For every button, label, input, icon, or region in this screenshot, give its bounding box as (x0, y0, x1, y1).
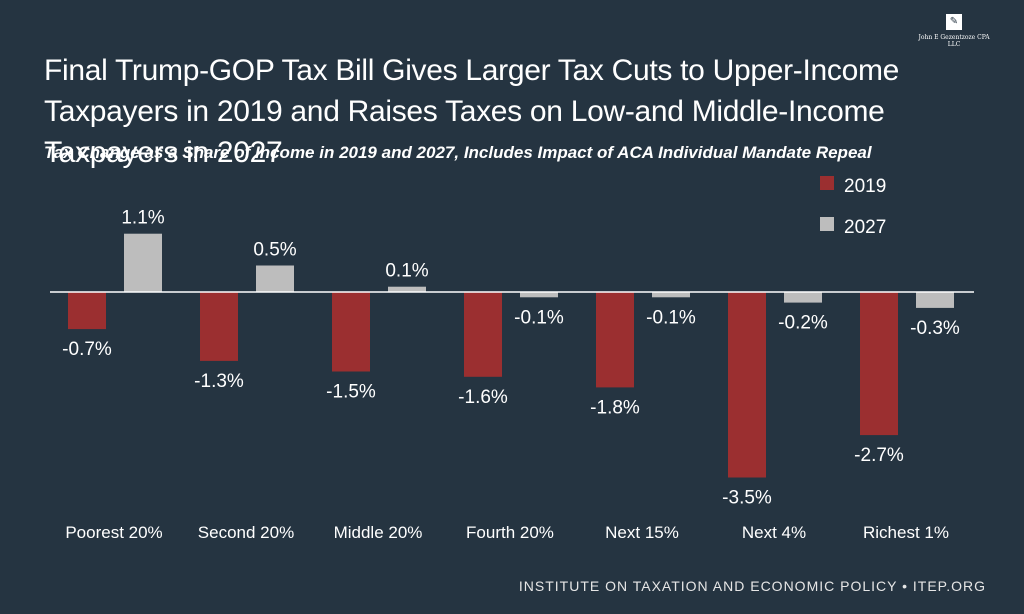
legend-swatch-2027 (820, 217, 834, 231)
source-footer: INSTITUTE ON TAXATION AND ECONOMIC POLIC… (518, 578, 986, 594)
watermark: ✎ John E Gezentzoze CPA LLC (914, 14, 994, 48)
category-label-6: Next 4% (742, 523, 806, 542)
bar-2019-3 (332, 292, 370, 372)
bar-2019-5 (596, 292, 634, 388)
legend-swatch-2019 (820, 176, 834, 190)
bar-2027-1 (124, 233, 162, 292)
data-label-2019-4: -1.6% (458, 387, 508, 408)
data-label-2019-3: -1.5% (326, 382, 376, 403)
bar-2019-6 (728, 292, 766, 478)
bar-2019-1 (68, 292, 106, 330)
data-label-2027-5: -0.1% (646, 307, 696, 328)
category-label-7: Richest 1% (863, 523, 949, 542)
chart-subtitle: Tax Change as a Share of Income in 2019 … (44, 143, 872, 162)
data-label-2027-7: -0.3% (910, 318, 960, 339)
bar-2019-7 (860, 292, 898, 436)
bar-2027-2 (256, 265, 294, 292)
data-label-2019-7: -2.7% (854, 445, 904, 466)
watermark-text: John E Gezentzoze CPA LLC (918, 34, 990, 48)
data-label-2027-6: -0.2% (778, 313, 828, 334)
category-label-2: Second 20% (198, 523, 294, 542)
bar-2019-2 (200, 292, 238, 361)
bar-2027-7 (916, 292, 954, 308)
chart-title: Final Trump-GOP Tax Bill Gives Larger Ta… (44, 54, 900, 169)
bar-2019-4 (464, 292, 502, 377)
data-label-2019-1: -0.7% (62, 339, 112, 360)
data-label-2019-5: -1.8% (590, 397, 640, 418)
category-label-4: Fourth 20% (466, 523, 554, 542)
watermark-logo-icon: ✎ (946, 14, 962, 30)
data-label-2027-2: 0.5% (253, 240, 296, 261)
bar-2027-6 (784, 292, 822, 303)
category-label-3: Middle 20% (334, 523, 423, 542)
legend-label-2019: 2019 (844, 176, 886, 197)
category-label-5: Next 15% (605, 523, 679, 542)
legend-label-2027: 2027 (844, 217, 886, 238)
data-label-2019-6: -3.5% (722, 488, 772, 509)
data-label-2027-4: -0.1% (514, 307, 564, 328)
data-label-2027-1: 1.1% (121, 208, 164, 229)
bar-2027-5 (652, 292, 690, 298)
data-label-2019-2: -1.3% (194, 371, 244, 392)
bar-2027-3 (388, 286, 426, 292)
category-label-1: Poorest 20% (65, 523, 162, 542)
bar-2027-4 (520, 292, 558, 298)
data-label-2027-3: 0.1% (385, 261, 428, 282)
